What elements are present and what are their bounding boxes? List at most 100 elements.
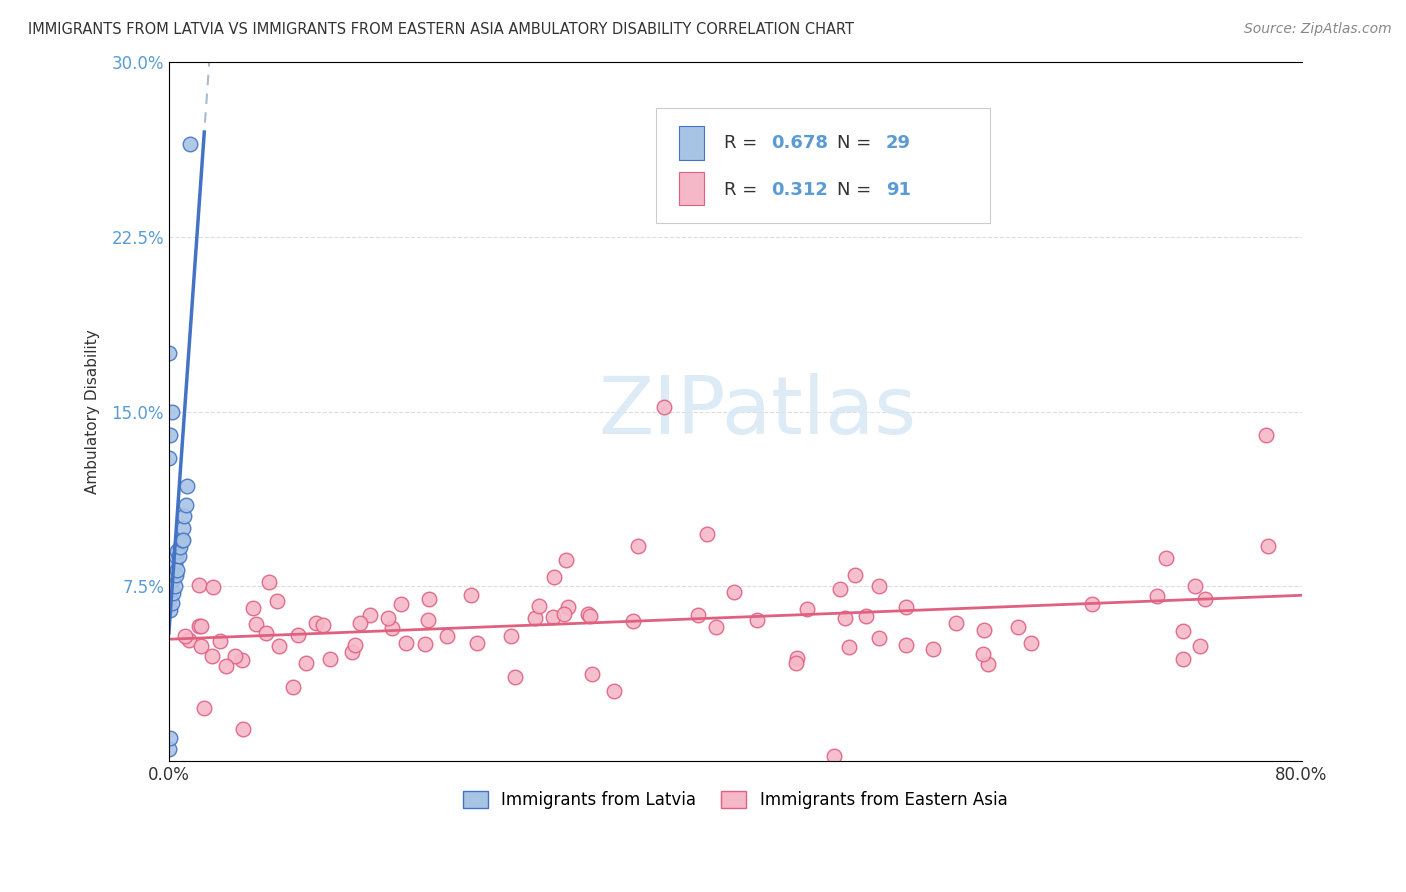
Point <box>786 651 808 665</box>
Point <box>1194 591 1216 606</box>
Point <box>524 610 547 624</box>
Point <box>543 570 565 584</box>
Point <box>179 136 201 151</box>
FancyBboxPatch shape <box>679 127 703 160</box>
Text: 29: 29 <box>886 134 911 153</box>
Legend: Immigrants from Latvia, Immigrants from Eastern Asia: Immigrants from Latvia, Immigrants from … <box>457 784 1014 815</box>
Point <box>242 601 264 615</box>
Point <box>1007 620 1029 634</box>
Point <box>576 607 599 622</box>
Point <box>359 607 381 622</box>
Point <box>159 591 181 605</box>
Text: IMMIGRANTS FROM LATVIA VS IMMIGRANTS FROM EASTERN ASIA AMBULATORY DISABILITY COR: IMMIGRANTS FROM LATVIA VS IMMIGRANTS FRO… <box>28 22 853 37</box>
Point <box>172 533 194 547</box>
Point <box>312 618 335 632</box>
Point <box>266 594 288 608</box>
Point <box>162 586 184 600</box>
Point <box>193 701 215 715</box>
Point <box>174 498 197 512</box>
Point <box>1019 636 1042 650</box>
Point <box>342 645 364 659</box>
Point <box>157 451 180 466</box>
Point <box>621 614 644 628</box>
Point <box>578 608 600 623</box>
Point <box>503 670 526 684</box>
Point <box>977 657 1000 672</box>
Point <box>160 596 183 610</box>
Point <box>1189 639 1212 653</box>
Point <box>187 619 209 633</box>
Point <box>187 578 209 592</box>
Point <box>460 588 482 602</box>
Point <box>706 620 728 634</box>
Point <box>174 629 197 643</box>
Point <box>159 731 181 745</box>
Point <box>785 657 807 671</box>
Point <box>173 509 195 524</box>
Point <box>541 610 564 624</box>
Point <box>167 549 190 563</box>
Point <box>688 607 710 622</box>
Point <box>319 651 342 665</box>
Point <box>1257 539 1279 553</box>
Point <box>973 623 995 637</box>
Point <box>499 629 522 643</box>
Point <box>894 599 917 614</box>
Point <box>823 749 845 764</box>
Point <box>232 722 254 736</box>
Point <box>162 563 184 577</box>
Point <box>231 653 253 667</box>
Point <box>166 544 188 558</box>
Point <box>1184 579 1206 593</box>
Point <box>157 742 180 756</box>
Point <box>157 346 180 360</box>
Point <box>190 619 212 633</box>
Text: N =: N = <box>837 134 877 153</box>
Text: R =: R = <box>724 134 763 153</box>
Point <box>921 642 943 657</box>
Point <box>972 647 994 661</box>
Point <box>163 556 186 570</box>
Point <box>654 400 676 414</box>
Point <box>1154 551 1177 566</box>
Point <box>159 579 181 593</box>
Point <box>215 659 238 673</box>
Point <box>245 617 267 632</box>
Point <box>190 640 212 654</box>
Point <box>269 640 291 654</box>
Point <box>1256 428 1278 442</box>
FancyBboxPatch shape <box>679 172 703 205</box>
Point <box>557 600 579 615</box>
Point <box>723 584 745 599</box>
Point <box>855 608 877 623</box>
Point <box>418 591 440 606</box>
FancyBboxPatch shape <box>657 108 990 223</box>
Point <box>603 683 626 698</box>
Point <box>413 637 436 651</box>
Text: ZIPatlas: ZIPatlas <box>599 373 917 450</box>
Y-axis label: Ambulatory Disability: Ambulatory Disability <box>86 329 100 494</box>
Point <box>581 666 603 681</box>
Point <box>257 574 280 589</box>
Point <box>165 549 187 563</box>
Point <box>159 428 181 442</box>
Point <box>395 636 418 650</box>
Point <box>287 628 309 642</box>
Point <box>1171 624 1194 638</box>
Point <box>224 648 246 663</box>
Text: R =: R = <box>724 181 763 199</box>
Point <box>796 601 818 615</box>
Point <box>838 640 860 654</box>
Point <box>254 626 277 640</box>
Point <box>162 572 184 586</box>
Point <box>176 479 198 493</box>
Point <box>945 615 967 630</box>
Point <box>896 638 918 652</box>
Point <box>305 616 328 631</box>
Text: 0.312: 0.312 <box>772 181 828 199</box>
Point <box>465 636 488 650</box>
Point <box>834 611 856 625</box>
Point <box>868 579 890 593</box>
Point <box>436 628 458 642</box>
Point <box>627 540 650 554</box>
